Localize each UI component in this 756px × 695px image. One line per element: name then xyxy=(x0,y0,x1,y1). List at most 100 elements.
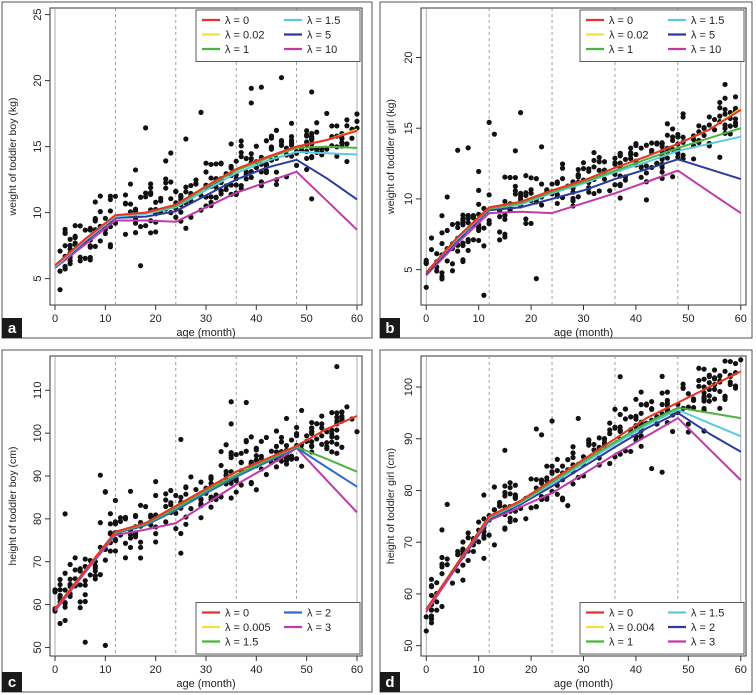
observation-point xyxy=(486,532,492,538)
observation-point xyxy=(198,109,204,115)
legend-label: λ = 0 xyxy=(609,608,633,620)
observation-point xyxy=(62,601,68,607)
observation-point xyxy=(460,240,466,246)
observation-point xyxy=(173,214,179,220)
observation-point xyxy=(533,426,539,432)
x-tick-label: 0 xyxy=(52,313,58,325)
observation-point xyxy=(491,542,497,548)
observation-point xyxy=(512,494,518,501)
observation-point xyxy=(72,223,78,229)
legend: λ = 0 λ = 0.02 λ = 1 λ = 1.5 λ = 5 λ = 10 xyxy=(195,9,361,62)
observation-point xyxy=(497,214,503,220)
observation-point xyxy=(183,184,189,190)
observation-point xyxy=(701,390,707,396)
observation-point xyxy=(696,123,702,129)
observation-point xyxy=(253,487,259,493)
observation-point xyxy=(512,174,518,181)
y-tick-label: 5 xyxy=(403,267,415,273)
observation-point xyxy=(223,186,229,193)
observation-point xyxy=(633,415,639,421)
observation-point xyxy=(701,125,707,131)
observation-point xyxy=(324,146,330,152)
observation-point xyxy=(502,174,508,180)
y-axis-label: weight of toddler girl (kg) xyxy=(385,99,397,215)
legend-label: λ = 1 xyxy=(609,44,633,56)
observation-point xyxy=(428,592,435,599)
observation-point xyxy=(512,517,518,523)
observation-point xyxy=(659,141,665,147)
observation-point xyxy=(238,138,244,144)
observation-point xyxy=(628,150,634,156)
panel-b: 0 10 20 30 40 50 60 5 10 15 20 age (month) weight of… xyxy=(379,1,753,339)
observation-point xyxy=(62,570,68,576)
observation-point xyxy=(670,428,676,435)
observation-point xyxy=(112,519,119,525)
observation-point xyxy=(309,425,315,431)
x-tick-label: 60 xyxy=(735,313,747,325)
observation-point xyxy=(334,123,340,129)
observation-point xyxy=(428,582,435,589)
observation-point xyxy=(460,562,466,568)
y-tick-label: 100 xyxy=(32,424,44,442)
observation-point xyxy=(153,199,159,205)
observation-point xyxy=(319,421,325,427)
observation-point xyxy=(163,497,169,503)
observation-point xyxy=(675,154,681,160)
observation-point xyxy=(528,476,534,482)
observation-point xyxy=(533,176,539,182)
y-axis-label: weight of toddler boy (kg) xyxy=(7,98,19,217)
observation-point xyxy=(434,607,440,613)
observation-point xyxy=(77,223,83,229)
observation-point xyxy=(512,482,518,488)
observation-point xyxy=(278,74,285,81)
observation-point xyxy=(612,406,618,412)
observation-point xyxy=(444,258,450,264)
observation-point xyxy=(607,427,613,433)
observation-point xyxy=(208,476,214,482)
observation-point xyxy=(575,173,581,179)
y-tick-label: 60 xyxy=(403,588,415,600)
observation-point xyxy=(659,156,665,162)
legend: λ = 0 λ = 0.004 λ = 1 λ = 1.5 λ = 2 λ = 3 xyxy=(579,602,745,655)
observation-point xyxy=(238,154,244,160)
observation-point xyxy=(137,539,144,545)
observation-point xyxy=(228,421,234,427)
observation-point xyxy=(706,380,712,386)
observation-point xyxy=(711,386,718,392)
observation-point xyxy=(507,515,513,521)
observation-point xyxy=(102,230,108,237)
legend-label: λ = 5 xyxy=(691,30,715,42)
observation-point xyxy=(439,240,445,247)
observation-point xyxy=(132,167,139,173)
observation-point xyxy=(607,431,613,437)
observation-point xyxy=(612,182,618,188)
observation-point xyxy=(617,150,623,156)
observation-point xyxy=(711,127,718,133)
observation-point xyxy=(596,188,602,194)
observation-point xyxy=(198,497,204,503)
observation-point xyxy=(273,428,280,434)
observation-point xyxy=(638,443,644,449)
observation-point xyxy=(233,182,239,188)
observation-point xyxy=(696,377,702,384)
observation-point xyxy=(273,127,280,133)
observation-point xyxy=(102,489,108,495)
observation-point xyxy=(57,576,63,583)
observation-point xyxy=(62,226,68,232)
observation-point xyxy=(565,503,571,509)
observation-point xyxy=(299,407,305,414)
observation-point xyxy=(57,287,63,293)
observation-point xyxy=(127,488,134,494)
observation-point xyxy=(465,557,471,564)
legend-label: λ = 1 xyxy=(225,44,249,56)
observation-point xyxy=(263,434,269,441)
x-tick-label: 0 xyxy=(423,664,429,676)
y-tick-label: 15 xyxy=(403,122,415,134)
observation-point xyxy=(293,424,300,431)
observation-point xyxy=(512,183,518,189)
observation-point xyxy=(87,572,93,578)
observation-point xyxy=(77,566,83,572)
x-axis-label: age (month) xyxy=(554,678,613,690)
observation-point xyxy=(273,181,280,188)
observation-point xyxy=(586,166,592,172)
